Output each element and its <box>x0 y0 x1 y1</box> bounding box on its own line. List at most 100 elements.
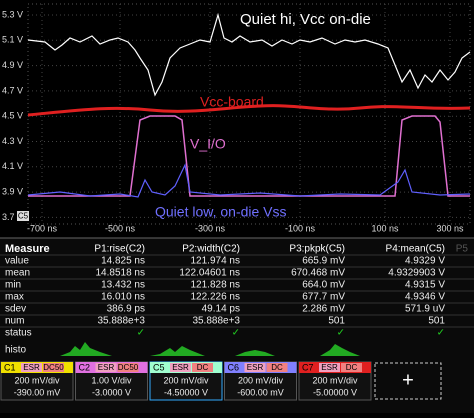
tag-bg <box>170 363 191 372</box>
measure-cell: num <box>5 316 24 327</box>
measure-cell: ✓ <box>137 328 145 339</box>
channel-name: C7 <box>302 362 314 372</box>
measure-cell: 121.828 ns <box>191 280 241 291</box>
tag-bg <box>244 363 266 372</box>
channel-offset: -5.00000 V <box>313 387 357 397</box>
channel-tag: DC <box>197 363 209 372</box>
histo-3 <box>235 350 275 356</box>
tag-bg <box>43 363 64 372</box>
channel-tag: ESR <box>247 363 264 372</box>
measure-cell: 122.226 ns <box>191 292 241 303</box>
measure-cell: 2.286 mV <box>302 304 345 315</box>
channel-offset: -3.0000 V <box>92 387 131 397</box>
x-label: -300 ns <box>195 223 226 233</box>
channel-scale: 200 mV/div <box>163 375 209 385</box>
y-label: 4.7 V <box>2 85 23 95</box>
histo-1 <box>60 342 112 356</box>
add-button[interactable]: + <box>402 369 414 391</box>
measure-cell: 122.04601 ns <box>179 268 240 279</box>
measure-cell: max <box>5 292 24 303</box>
annotation: Quiet low, on-die Vss <box>155 204 287 220</box>
channel-tag: ESR <box>98 363 115 372</box>
measure-cell: status <box>5 328 32 339</box>
channel-tag: DC <box>346 363 358 372</box>
y-label: 4.1 V <box>2 161 23 171</box>
measure-cell: 501 <box>428 316 445 327</box>
tag-bg <box>95 363 117 372</box>
measure-header: P1:rise(C2) <box>94 244 145 255</box>
channel-name: C5 <box>153 362 165 372</box>
marker-box <box>17 211 29 221</box>
measure-cell: 677.7 mV <box>302 292 345 303</box>
trace-vss <box>27 163 471 198</box>
marker: C5 <box>18 212 29 221</box>
measure-header: P3:pkpk(C5) <box>289 244 345 255</box>
measure-cell: mean <box>5 268 30 279</box>
channel-tag: DC <box>271 363 283 372</box>
annotation: Quiet hi, Vcc on-die <box>240 11 371 28</box>
annotation: V_I/O <box>190 136 226 152</box>
histo-4 <box>320 344 360 356</box>
measure-cell: 664.0 mV <box>302 280 345 291</box>
measure-cell: ✓ <box>437 328 445 339</box>
channel-name: C1 <box>4 362 16 372</box>
y-label: 5.3 V <box>2 9 23 19</box>
measure-cell: 4.9329 V <box>405 256 445 267</box>
measure-cell: sdev <box>5 304 26 315</box>
y-label: 3.9 V <box>2 186 23 196</box>
channel-offset: -4.50000 V <box>164 387 208 397</box>
measure-header: P5 <box>456 244 469 255</box>
x-label: 300 ns <box>436 223 464 233</box>
x-label: -100 ns <box>285 223 316 233</box>
measure-header: Measure <box>5 243 50 255</box>
y-label: 5.1 V <box>2 35 23 45</box>
measure-cell: 13.432 ns <box>101 280 145 291</box>
tag-bg <box>117 363 139 372</box>
measure-cell: 4.9315 V <box>405 280 445 291</box>
channel-tag: ESR <box>172 363 189 372</box>
measure-cell: min <box>5 280 21 291</box>
measure-header: P2:width(C2) <box>182 244 240 255</box>
trace-vcc-on-die <box>27 12 471 97</box>
measure-cell: 14.825 ns <box>101 256 145 267</box>
measure-cell: 4.9346 V <box>405 292 445 303</box>
measure-cell: 49.14 ps <box>202 304 240 315</box>
x-label: -700 ns <box>27 223 58 233</box>
channel-scale: 200 mV/div <box>238 375 284 385</box>
channel-name: C2 <box>79 362 91 372</box>
channel-offset: -390.00 mV <box>14 387 61 397</box>
measure-cell: ✓ <box>337 328 345 339</box>
grid <box>28 4 470 224</box>
y-label: 4.5 V <box>2 111 23 121</box>
measure-cell: 386.9 ps <box>107 304 145 315</box>
channel-offset: -600.00 mV <box>237 387 284 397</box>
tag-bg <box>21 363 42 372</box>
grid-frame <box>27 3 471 225</box>
y-label: 4.3 V <box>2 136 23 146</box>
measure-cell: 4.9329903 V <box>388 268 445 279</box>
measure-cell: value <box>5 256 29 267</box>
channel-name: C6 <box>228 362 240 372</box>
channel-scale: 1.00 V/div <box>91 375 132 385</box>
measure-cell: 16.010 ns <box>101 292 145 303</box>
measure-cell: ✓ <box>232 328 240 339</box>
channel-scale: 200 mV/div <box>312 375 358 385</box>
x-label: 100 ns <box>371 223 399 233</box>
measure-cell: 501 <box>328 316 345 327</box>
channel-tag: DC50 <box>118 363 139 372</box>
trace-vcc-board <box>27 104 471 117</box>
tag-bg <box>266 363 288 372</box>
measure-cell: 571.9 uV <box>405 304 445 315</box>
tag-bg <box>192 363 213 372</box>
y-label: 3.7 V <box>2 212 23 222</box>
measure-cell: 670.468 mV <box>291 268 345 279</box>
channel-scale: 200 mV/div <box>14 375 60 385</box>
histo-2 <box>150 346 205 356</box>
measure-cell: 35.888e+3 <box>97 316 145 327</box>
histo-label: histo <box>5 345 27 356</box>
measure-cell: 35.888e+3 <box>192 316 240 327</box>
y-label: 4.9 V <box>2 60 23 70</box>
channel-tag: ESR <box>23 363 40 372</box>
add-box[interactable] <box>374 362 442 400</box>
